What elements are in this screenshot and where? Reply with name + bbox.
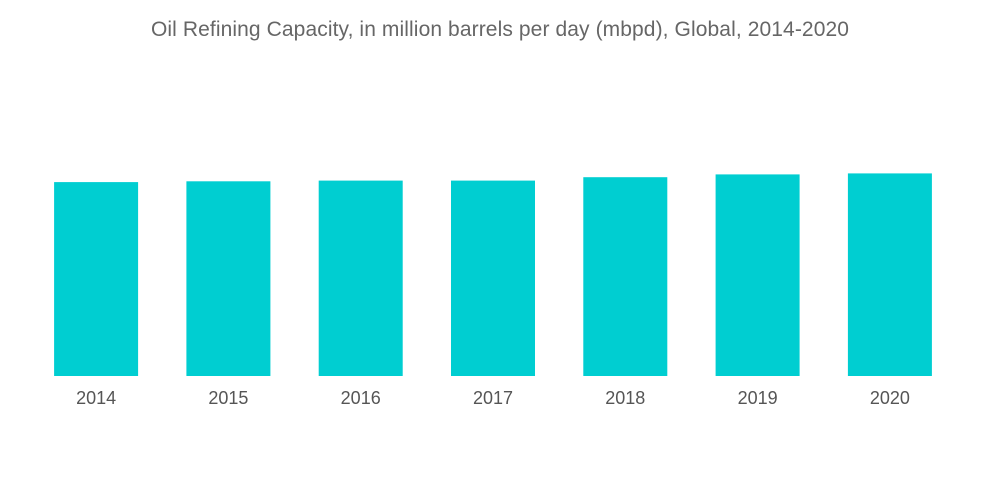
x-tick-label-2017: 2017 <box>473 388 513 408</box>
x-tick-label-2016: 2016 <box>341 388 381 408</box>
bar-2017 <box>451 180 535 376</box>
x-tick-label-2019: 2019 <box>738 388 778 408</box>
chart-title: Oil Refining Capacity, in million barrel… <box>150 18 850 41</box>
x-tick-label-2014: 2014 <box>76 388 116 408</box>
bar-2014 <box>54 182 139 376</box>
bar-2020 <box>847 173 932 376</box>
bar-2016 <box>318 180 403 376</box>
bar-2015 <box>186 181 271 376</box>
bars-group <box>54 173 932 376</box>
x-tick-label-2018: 2018 <box>605 388 645 408</box>
bar-2019 <box>715 174 800 376</box>
x-tick-label-2020: 2020 <box>870 388 910 408</box>
bar-2018 <box>583 177 668 376</box>
x-axis-tick-labels: 2014 2015 2016 2017 2018 2019 2020 <box>76 388 910 408</box>
x-tick-label-2015: 2015 <box>208 388 248 408</box>
